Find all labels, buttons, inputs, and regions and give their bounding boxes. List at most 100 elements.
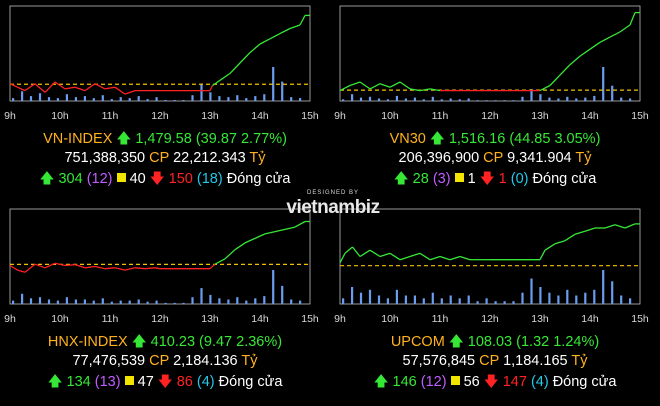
volume-bar bbox=[236, 297, 239, 304]
volume-bar bbox=[557, 295, 560, 304]
decliners: 150 bbox=[168, 171, 193, 187]
index-change: (44.85 3.05%) bbox=[509, 131, 601, 147]
volume-bar bbox=[449, 295, 452, 304]
x-tick-label: 13h bbox=[201, 313, 219, 325]
price-segment bbox=[379, 83, 391, 88]
x-tick-label: 10h bbox=[51, 110, 69, 122]
unit-label: Tỷ bbox=[571, 353, 588, 369]
volume-bar bbox=[548, 292, 551, 304]
price-segment bbox=[409, 252, 421, 258]
panel-vnindex: 9h 10h 11h 12h 13h 14h 15h VN-INDEX 🡅 1,479.58… bbox=[0, 0, 330, 203]
volume-bar bbox=[12, 98, 15, 101]
price-segment bbox=[64, 263, 76, 267]
x-tick-label: 14h bbox=[251, 110, 269, 122]
panel-hnxindex: 9h 10h 11h 12h 13h 14h 15h HNX-INDEX 🡅 410.23 … bbox=[0, 203, 330, 406]
volume-bar bbox=[101, 95, 104, 101]
flat-square-icon bbox=[450, 376, 460, 385]
price-segment bbox=[349, 81, 361, 87]
price-segment bbox=[559, 64, 571, 76]
volume-bar bbox=[74, 299, 77, 304]
volume-bar bbox=[620, 97, 623, 101]
price-segment bbox=[339, 84, 351, 92]
volume-bar bbox=[602, 270, 605, 304]
ceiling-count: (13) bbox=[94, 374, 121, 390]
x-tick-label: 15h bbox=[301, 110, 319, 122]
volume-bar bbox=[29, 96, 33, 101]
arrow-up-icon: 🡅 bbox=[393, 171, 409, 187]
price-segment bbox=[564, 233, 576, 242]
arrow-up-icon: 🡅 bbox=[448, 334, 464, 350]
volume-bar bbox=[182, 302, 185, 304]
volume-bar bbox=[92, 98, 95, 101]
price-segment bbox=[409, 88, 421, 92]
price-segment bbox=[579, 48, 591, 57]
price-segment bbox=[209, 85, 214, 91]
price-segment bbox=[439, 255, 451, 261]
price-segment bbox=[154, 267, 161, 270]
summary-line-2: 77,476,539 CP 2,184.136 Tỷ bbox=[0, 353, 330, 369]
volume-bar bbox=[539, 94, 542, 101]
volume-bar bbox=[281, 285, 284, 304]
price-segment bbox=[629, 12, 636, 26]
volume-bar bbox=[476, 301, 479, 304]
volume-bar bbox=[146, 301, 149, 304]
price-segment bbox=[209, 263, 216, 270]
price-segment bbox=[34, 263, 46, 269]
price-segment bbox=[279, 27, 291, 35]
index-change: (9.47 2.36%) bbox=[199, 334, 283, 350]
volume-bar bbox=[548, 97, 551, 101]
volume-bar bbox=[173, 302, 176, 304]
volume-bar bbox=[21, 293, 24, 304]
volume-bar bbox=[593, 95, 596, 101]
trade-volume: 77,476,539 bbox=[72, 353, 146, 369]
price-segment bbox=[114, 86, 126, 95]
price-segment bbox=[554, 240, 566, 245]
volume-bar bbox=[351, 287, 354, 304]
index-change: (1.32 1.24%) bbox=[516, 334, 600, 350]
index-name: VN30 bbox=[389, 131, 426, 147]
summary-line-1: VN30 🡅 1,516.16 (44.85 3.05%) bbox=[330, 128, 660, 153]
summary-line-2: 206,396,900 CP 9,341.904 Tỷ bbox=[330, 150, 660, 166]
price-segment bbox=[244, 237, 256, 244]
x-tick-label: 11h bbox=[432, 313, 449, 325]
volume-bar bbox=[593, 289, 596, 304]
unchanged: 47 bbox=[137, 374, 154, 390]
advancers: 304 bbox=[58, 171, 83, 187]
volume-bar bbox=[164, 100, 167, 101]
floor-count: (4) bbox=[196, 374, 215, 390]
x-tick-label: 11h bbox=[102, 110, 119, 122]
price-segment bbox=[74, 263, 86, 269]
price-segment bbox=[459, 255, 471, 261]
x-tick-label: 13h bbox=[201, 110, 219, 122]
summary-line-2: 57,576,845 CP 1,184.165 Tỷ bbox=[330, 353, 660, 369]
price-segment bbox=[219, 72, 231, 81]
panel-vn30: 9h 10h 11h 12h 13h 14h 15h VN30 🡅 1,516.16 (44… bbox=[330, 0, 660, 203]
volume-bar bbox=[83, 299, 86, 304]
volume-bar bbox=[218, 298, 221, 304]
volume-bar bbox=[128, 300, 131, 304]
price-segment bbox=[44, 81, 56, 93]
price-segment bbox=[104, 267, 116, 270]
volume-bar bbox=[566, 289, 569, 304]
price-segment bbox=[369, 83, 381, 90]
volume-bar bbox=[299, 98, 302, 101]
price-segment bbox=[584, 227, 596, 232]
volume-bar bbox=[227, 299, 230, 304]
volume-bar bbox=[512, 301, 515, 304]
volume-bar bbox=[254, 96, 257, 101]
price-segment bbox=[9, 83, 18, 88]
ceiling-count: (12) bbox=[86, 171, 113, 187]
volume-bar bbox=[566, 96, 569, 102]
x-tick-label: 12h bbox=[481, 110, 499, 122]
logo-subtitle: DESIGNED BY bbox=[306, 190, 359, 196]
volume-bar bbox=[521, 96, 524, 102]
volume-bar bbox=[351, 94, 354, 101]
price-segment bbox=[539, 249, 546, 261]
price-segment bbox=[299, 15, 306, 26]
unchanged: 1 bbox=[467, 171, 476, 187]
volume-bar bbox=[440, 99, 443, 101]
cp-label: CP bbox=[149, 150, 170, 166]
plot-frame bbox=[9, 208, 311, 305]
volume-bar bbox=[611, 85, 614, 101]
unit-label: Tỷ bbox=[249, 150, 266, 166]
